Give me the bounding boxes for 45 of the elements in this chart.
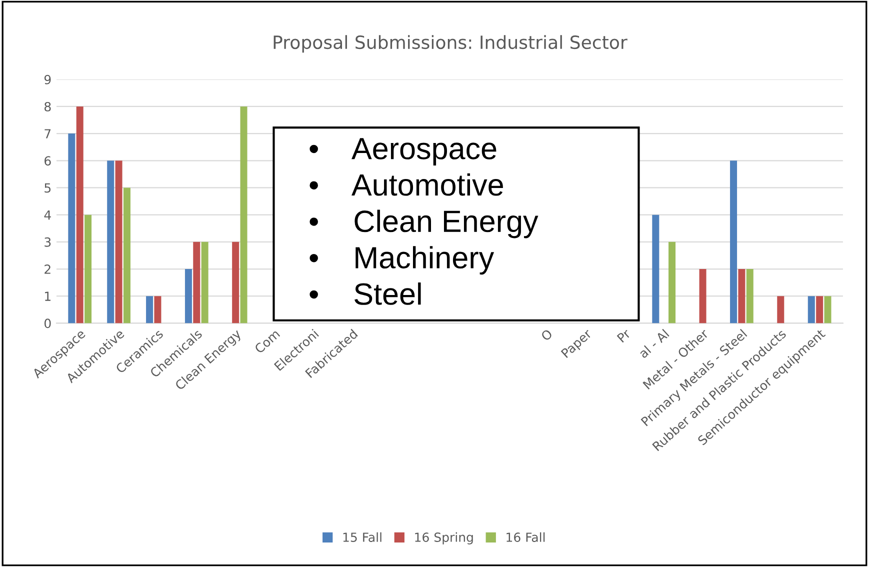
bar: [84, 214, 92, 324]
y-tick-label: 5: [44, 183, 51, 193]
bar: [816, 296, 824, 324]
y-tick-label: 1: [45, 292, 50, 301]
y-tick-label: 9: [44, 74, 51, 84]
x-tick-label: al - Al: [638, 328, 670, 359]
bar: [123, 188, 130, 324]
bar: [668, 242, 676, 324]
bar: [808, 296, 815, 324]
y-tick-label: 4: [44, 210, 51, 220]
bar: [146, 296, 154, 324]
y-tick-label: 3: [44, 237, 51, 247]
bar: [154, 296, 162, 324]
y-tick-label: 7: [44, 129, 51, 138]
x-tick-label: Pr: [616, 328, 632, 343]
bar: [240, 106, 248, 324]
bar: [730, 160, 738, 324]
bar: [746, 269, 754, 324]
bar: [652, 214, 660, 324]
y-tick-label: 0: [44, 318, 51, 328]
bar: [738, 269, 746, 324]
bar: [232, 242, 240, 324]
annotation: • Automotive: [310, 173, 503, 196]
bar: [824, 296, 832, 324]
x-tick-label: O: [540, 328, 553, 342]
legend-label: 16 Fall: [506, 532, 545, 542]
bar: [193, 242, 200, 324]
legend-label: 16 Spring: [415, 532, 473, 544]
bar: [68, 134, 76, 324]
bar: [184, 269, 192, 324]
bar: [699, 269, 706, 324]
annotation: • Steel: [310, 282, 421, 305]
bar: [777, 296, 784, 324]
chart-title: Proposal Submissions: Industrial Sector: [274, 35, 628, 53]
annotation: • Aerospace: [310, 138, 496, 166]
bar: [76, 106, 84, 324]
annotation: • Machinery: [310, 246, 494, 275]
legend-label: 15 Fall: [343, 532, 382, 542]
bar: [201, 242, 208, 324]
bar: [115, 160, 122, 324]
y-tick-label: 2: [44, 264, 50, 274]
annotation: • Clean Energy: [310, 210, 538, 238]
bar: [107, 160, 114, 324]
y-tick-label: 6: [44, 156, 51, 166]
y-tick-label: 8: [44, 102, 51, 112]
